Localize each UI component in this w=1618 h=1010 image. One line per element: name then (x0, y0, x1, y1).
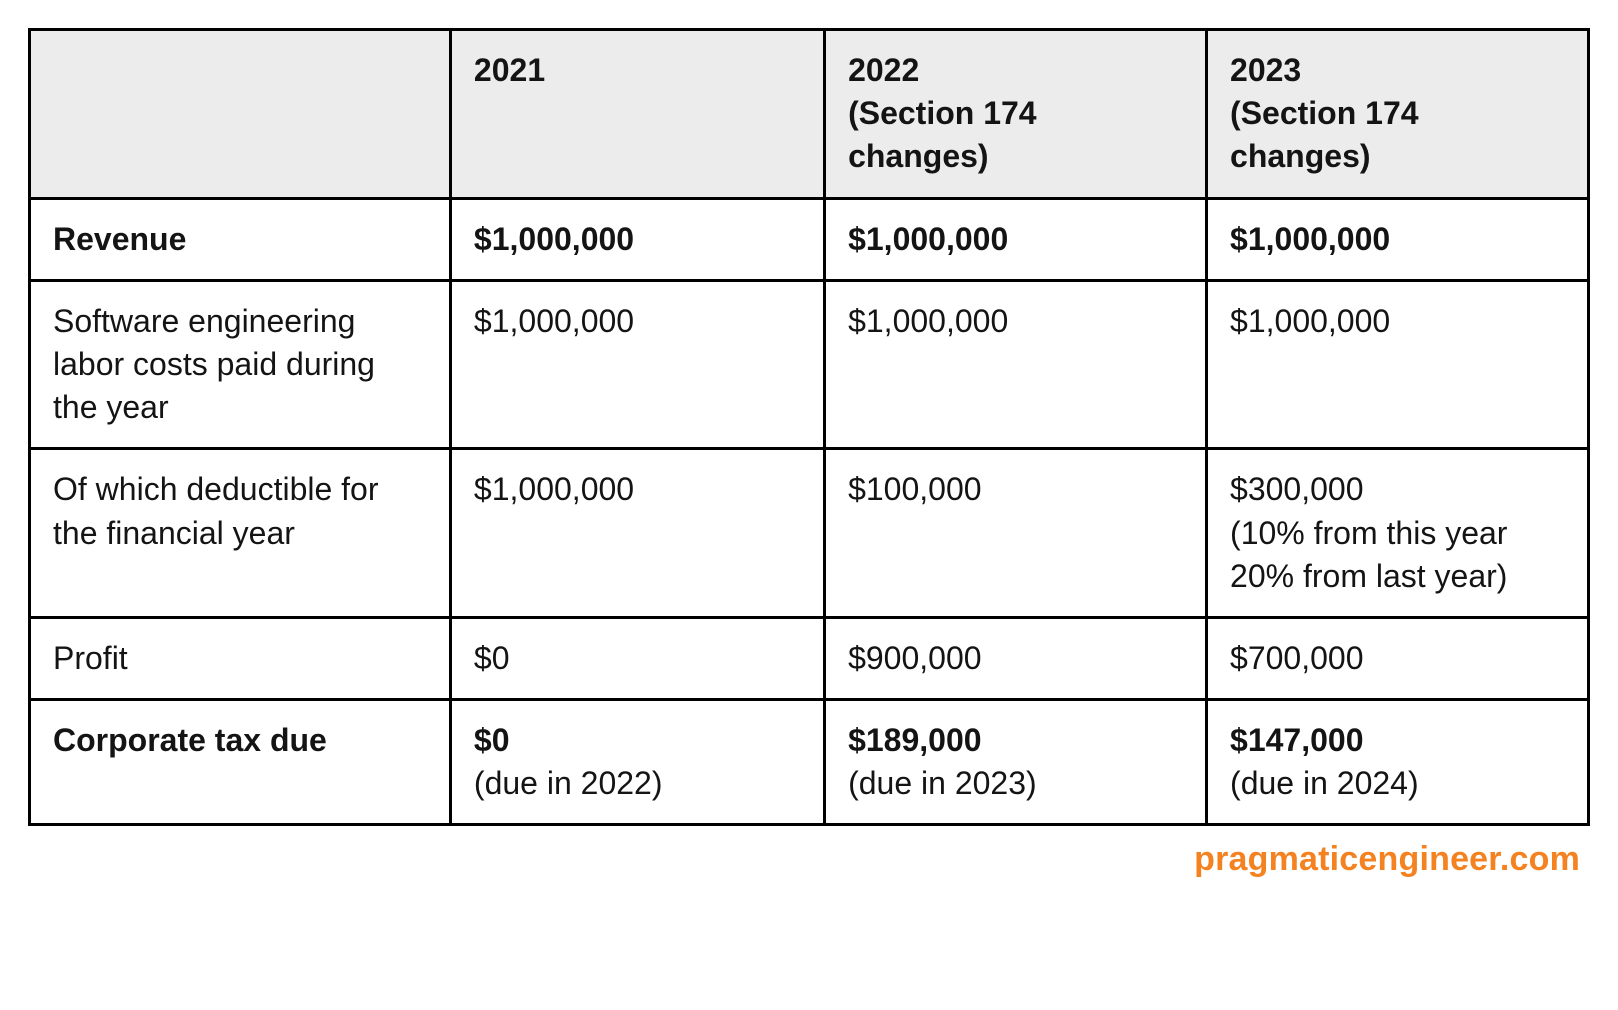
cell-labor-2023: $1,000,000 (1207, 280, 1589, 449)
attribution-link[interactable]: pragmaticengineer.com (28, 826, 1590, 879)
page-container: 2021 2022 (Section 174 changes) 2023 (Se… (0, 0, 1618, 879)
table-header-row: 2021 2022 (Section 174 changes) 2023 (Se… (30, 30, 1589, 199)
row-label-profit: Profit (30, 617, 451, 699)
cell-tax-2021: $0 (due in 2022) (450, 700, 824, 825)
cell-profit-2023: $700,000 (1207, 617, 1589, 699)
header-2022: 2022 (Section 174 changes) (825, 30, 1207, 199)
row-label-deductible: Of which deductible for the financial ye… (30, 449, 451, 618)
cell-tax-2023-due: (due in 2024) (1230, 765, 1419, 801)
cell-profit-2022: $900,000 (825, 617, 1207, 699)
header-2023: 2023 (Section 174 changes) (1207, 30, 1589, 199)
table-row: Of which deductible for the financial ye… (30, 449, 1589, 618)
cell-profit-2021: $0 (450, 617, 824, 699)
row-label-labor-costs: Software engineering labor costs paid du… (30, 280, 451, 449)
cell-revenue-2021: $1,000,000 (450, 198, 824, 280)
table-row: Corporate tax due $0 (due in 2022) $189,… (30, 700, 1589, 825)
table-row: Software engineering labor costs paid du… (30, 280, 1589, 449)
cell-labor-2022: $1,000,000 (825, 280, 1207, 449)
cell-tax-2023-amount: $147,000 (1230, 722, 1363, 758)
cell-tax-2021-due: (due in 2022) (474, 765, 663, 801)
cell-revenue-2023: $1,000,000 (1207, 198, 1589, 280)
header-blank (30, 30, 451, 199)
cell-revenue-2022: $1,000,000 (825, 198, 1207, 280)
row-label-tax-due: Corporate tax due (30, 700, 451, 825)
cell-deductible-2023: $300,000 (10% from this year 20% from la… (1207, 449, 1589, 618)
cell-tax-2022-amount: $189,000 (848, 722, 981, 758)
cell-deductible-2021: $1,000,000 (450, 449, 824, 618)
cell-tax-2021-amount: $0 (474, 722, 510, 758)
tax-comparison-table: 2021 2022 (Section 174 changes) 2023 (Se… (28, 28, 1590, 826)
table-row: Profit $0 $900,000 $700,000 (30, 617, 1589, 699)
row-label-revenue: Revenue (30, 198, 451, 280)
cell-deductible-2022: $100,000 (825, 449, 1207, 618)
header-2021: 2021 (450, 30, 824, 199)
cell-tax-2023: $147,000 (due in 2024) (1207, 700, 1589, 825)
cell-tax-2022-due: (due in 2023) (848, 765, 1037, 801)
cell-tax-2022: $189,000 (due in 2023) (825, 700, 1207, 825)
table-row: Revenue $1,000,000 $1,000,000 $1,000,000 (30, 198, 1589, 280)
cell-labor-2021: $1,000,000 (450, 280, 824, 449)
